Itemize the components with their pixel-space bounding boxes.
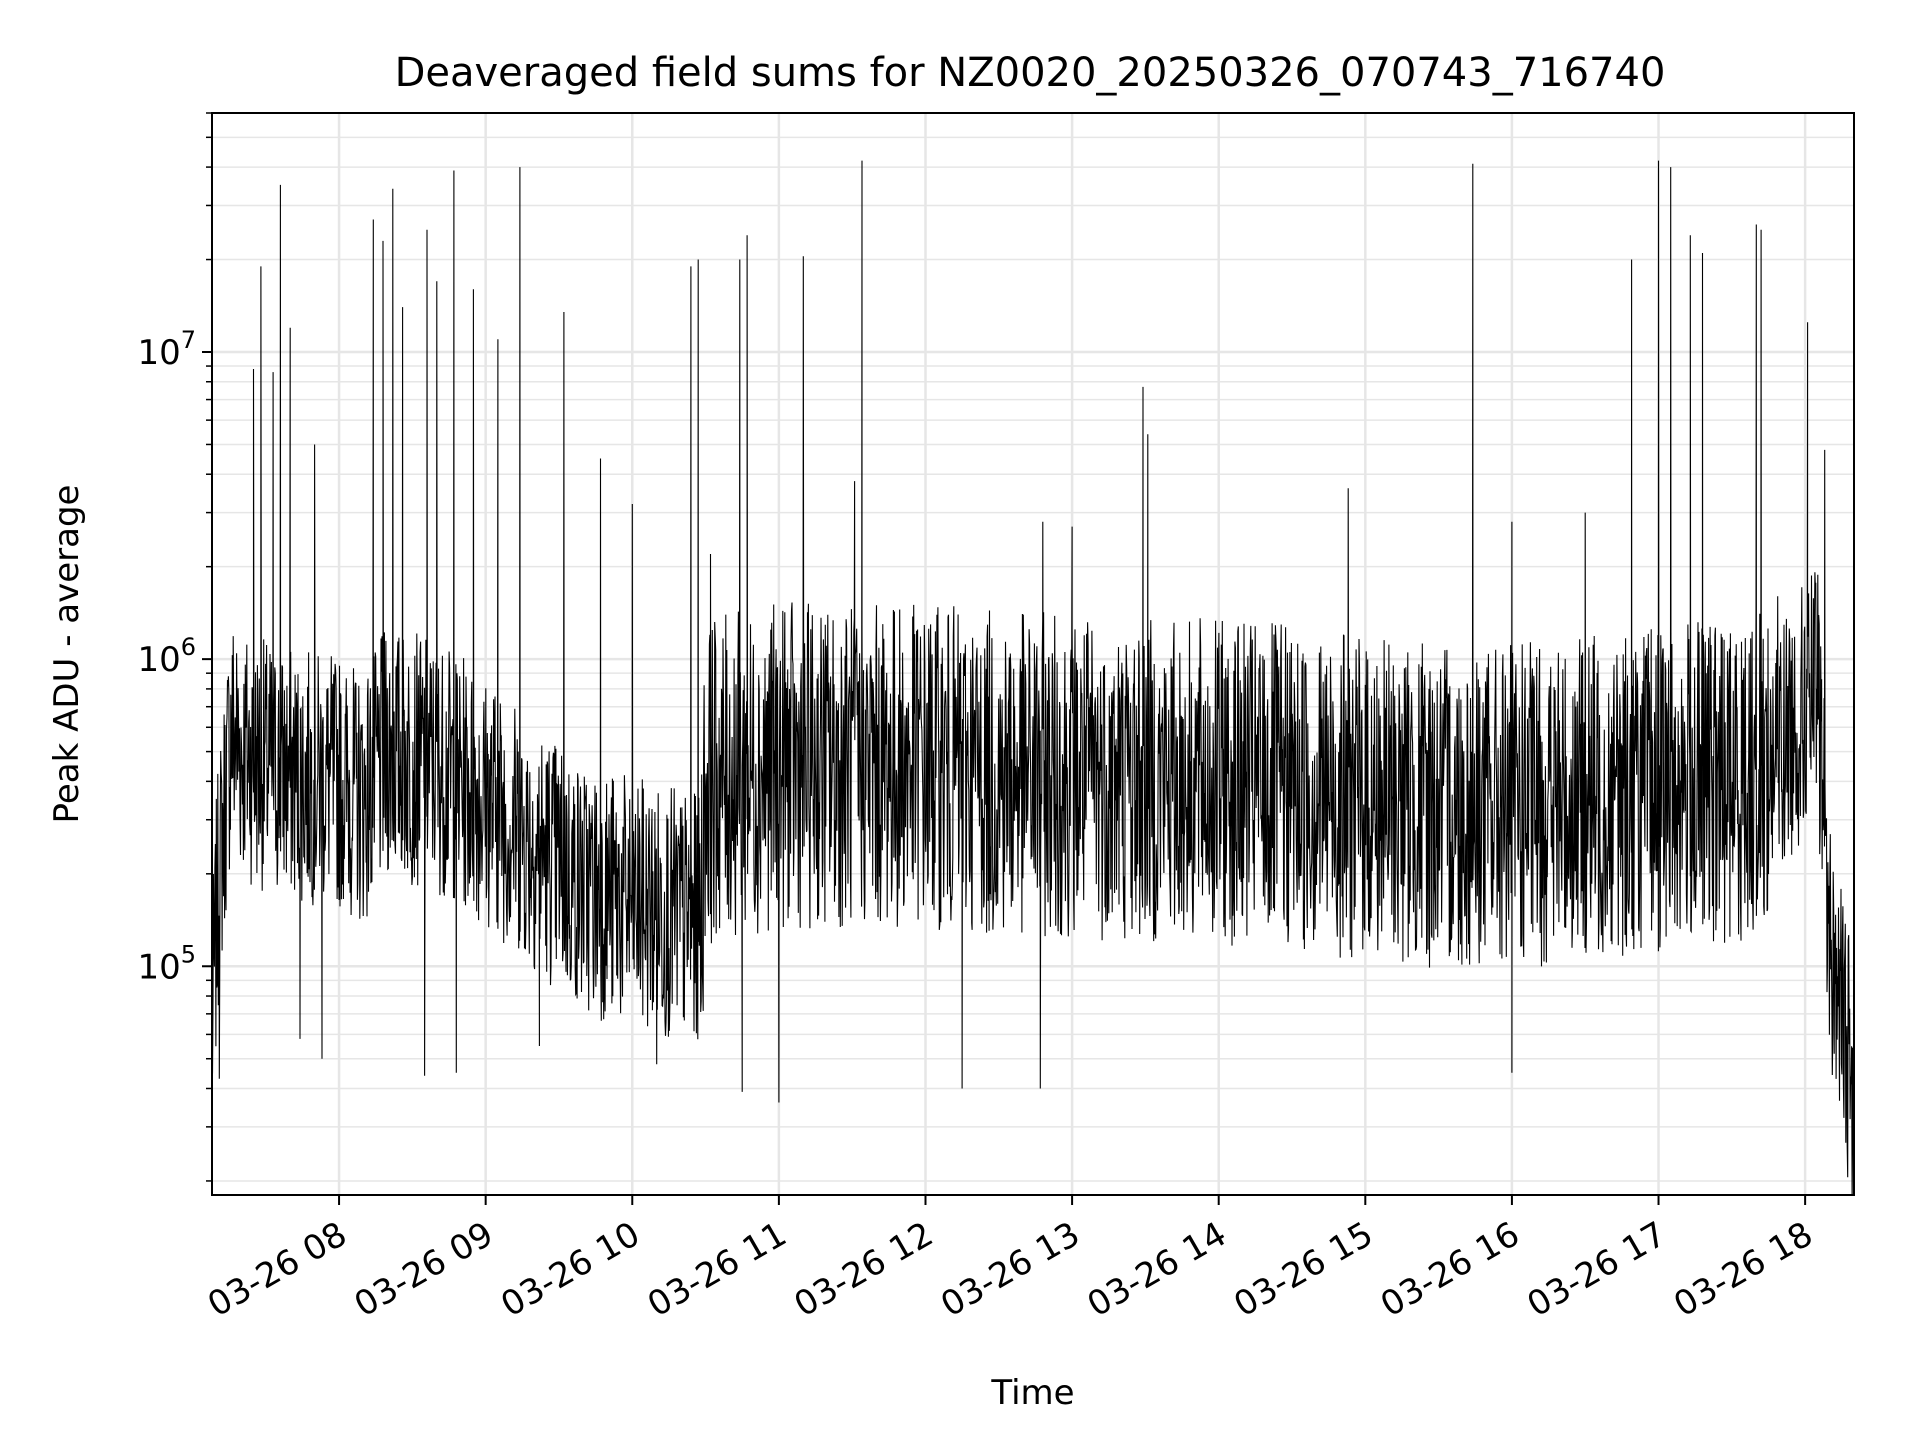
y-axis-label: Peak ADU - average: [47, 485, 87, 824]
x-axis-label: Time: [990, 1373, 1074, 1413]
y-axis: 105 106 107: [137, 112, 212, 1182]
plot-area: [212, 160, 1854, 1195]
chart-title: Deaveraged field sums for NZ0020_2025032…: [395, 50, 1666, 96]
y-tick-label: 105: [137, 940, 196, 987]
y-tick-label: 106: [137, 633, 196, 680]
series-line: [212, 160, 1854, 1195]
y-tick-label: 107: [137, 326, 196, 373]
plot-frame: [211, 112, 1855, 1196]
